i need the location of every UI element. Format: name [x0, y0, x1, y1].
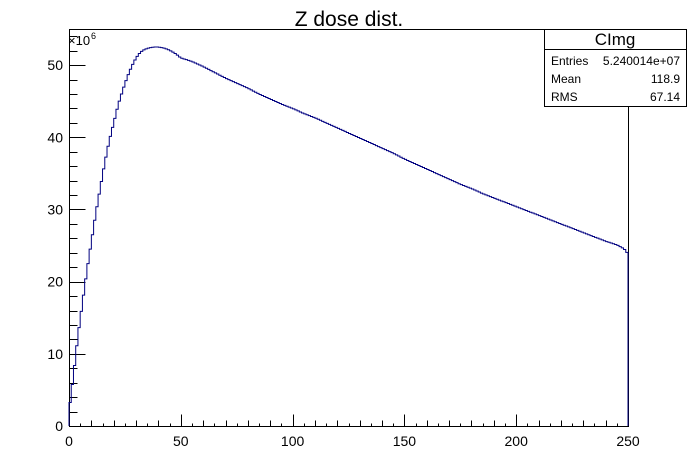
stats-value-rms: 67.14 [650, 90, 680, 104]
x-tick-label: 150 [393, 433, 417, 449]
y-tick-label: 10 [47, 346, 63, 362]
axis-ticks [69, 36, 629, 427]
y-tick-label: 50 [47, 57, 63, 73]
y-tick-label: 20 [47, 274, 63, 290]
y-axis-multiplier-exponent: 6 [91, 31, 96, 41]
stats-label-entries: Entries [551, 54, 588, 68]
stats-box-frame [544, 29, 687, 107]
x-tick-label: 250 [616, 433, 640, 449]
stats-label-rms: RMS [551, 90, 578, 104]
y-tick-label: 40 [47, 129, 63, 145]
histogram-series [68, 46, 629, 426]
x-tick-label: 50 [173, 433, 189, 449]
stats-box: CImg Entries 5.240014e+07 Mean 118.9 RMS… [544, 29, 687, 107]
x-tick-label: 200 [505, 433, 529, 449]
y-tick-label: 30 [47, 201, 63, 217]
axis-tick-labels: 0 50 100 150 200 250 0 10 20 30 40 50 [47, 57, 639, 449]
x-tick-label: 0 [65, 433, 73, 449]
stats-value-entries: 5.240014e+07 [603, 54, 680, 68]
y-axis-multiplier-base: ×10 [68, 33, 90, 48]
stats-value-mean: 118.9 [651, 72, 680, 86]
stats-label-mean: Mean [551, 72, 581, 86]
x-tick-label: 100 [281, 433, 305, 449]
y-tick-label: 0 [55, 418, 63, 434]
chart-title: Z dose dist. [295, 8, 404, 31]
stats-box-name: CImg [595, 30, 636, 49]
histogram-line [68, 46, 629, 426]
